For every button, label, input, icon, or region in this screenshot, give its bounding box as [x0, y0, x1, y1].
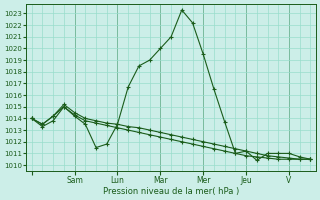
X-axis label: Pression niveau de la mer( hPa ): Pression niveau de la mer( hPa ): [103, 187, 239, 196]
